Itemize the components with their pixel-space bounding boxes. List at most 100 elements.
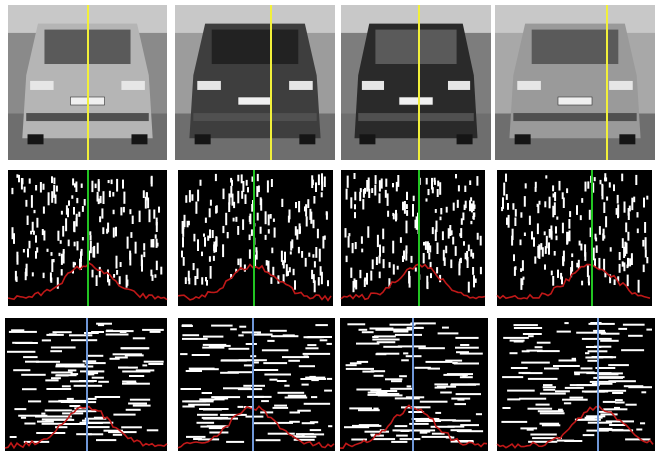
edge-segment [14, 408, 26, 410]
edge-segment [63, 251, 65, 263]
edge-segment [203, 344, 227, 346]
edge-segment [628, 213, 630, 221]
edge-segment [203, 336, 223, 338]
edge-segment [645, 250, 647, 258]
edge-segment [82, 206, 84, 212]
edge-segment [480, 236, 482, 246]
edge-segment [253, 369, 278, 371]
edge-segment [562, 223, 564, 234]
edge-segment [636, 429, 642, 431]
edge-segment [189, 190, 191, 202]
edge-segment [465, 201, 467, 209]
edge-segment [327, 280, 329, 286]
edge-segment [346, 256, 348, 262]
edge-segment [249, 216, 251, 222]
edge-segment [27, 216, 29, 225]
edge-segment [324, 390, 332, 392]
edge-segment [281, 251, 283, 262]
edge-segment [556, 236, 558, 241]
edge-segment [415, 420, 441, 422]
edge-segment [629, 206, 631, 212]
edge-segment [449, 225, 451, 236]
edge-segment [464, 186, 466, 192]
edge-segment [605, 216, 607, 227]
edge-segment [346, 368, 374, 370]
edge-segment [121, 347, 150, 349]
edge-segment [545, 175, 547, 178]
edge-segment [581, 281, 583, 286]
edge-segment [21, 417, 26, 419]
edge-segment [460, 344, 469, 346]
edge-segment [74, 242, 76, 247]
edge-segment [406, 210, 408, 216]
edge-segment [543, 386, 556, 388]
edge-segment [436, 221, 438, 232]
wheel-left [195, 134, 211, 144]
edge-segment [528, 335, 534, 337]
edge-segment [354, 204, 356, 209]
edge-segment [307, 199, 309, 208]
edge-segment [571, 253, 573, 257]
edge-segment [128, 403, 147, 405]
edge-segment [318, 174, 320, 185]
edge-segment [635, 175, 637, 185]
edge-segment [36, 247, 38, 252]
edge-segment [129, 251, 131, 260]
edge-segment [18, 175, 20, 182]
edge-segment [51, 372, 72, 374]
edge-segment [71, 339, 97, 341]
edge-segment [55, 375, 68, 377]
edge-background [178, 170, 333, 306]
edge-segment [520, 240, 522, 246]
edge-segment [370, 434, 375, 436]
edge-segment [521, 362, 550, 364]
edge-segment [185, 195, 187, 203]
edge-segment [585, 352, 589, 354]
edge-segment [256, 439, 281, 441]
edge-segment [502, 197, 504, 209]
edge-segment [379, 193, 381, 203]
edge-segment [182, 338, 208, 340]
edge-segment [56, 364, 85, 366]
plate [399, 97, 433, 105]
edge-segment [183, 257, 185, 266]
edge-segment [36, 432, 65, 434]
edge-segment [368, 178, 370, 191]
edge-segment [43, 273, 45, 278]
edge-segment [299, 226, 301, 233]
edge-segment [324, 236, 326, 240]
edge-segment [284, 252, 286, 263]
edge-segment [73, 207, 75, 215]
edge-segment [233, 218, 235, 222]
edge-segment [99, 216, 101, 222]
edge-segment [592, 383, 613, 385]
edge-segment [440, 208, 442, 214]
edge-segment [437, 189, 439, 197]
edge-segment [133, 337, 145, 339]
edge-segment [186, 436, 206, 438]
edge-segment [90, 241, 92, 253]
edge-segment [558, 409, 563, 411]
edge-segment [514, 218, 516, 227]
edge-segment [24, 423, 35, 425]
edge-segment [557, 331, 571, 333]
edge-segment [552, 185, 554, 191]
edge-segment [212, 230, 214, 238]
page: (() => { // The picture prints no text a… [0, 0, 663, 452]
edge-segment [12, 342, 32, 344]
edge-segment [515, 266, 517, 270]
edge-segment [29, 241, 31, 249]
edge-segment [195, 202, 197, 214]
edge-segment [260, 227, 262, 234]
edge-segment [391, 441, 407, 443]
edge-segment [242, 219, 244, 230]
edge-segment [50, 272, 52, 281]
edge-segment [445, 360, 462, 362]
edge-segment [191, 194, 193, 201]
edge-segment [391, 380, 402, 382]
edge-segment [10, 436, 17, 438]
edge-segment [211, 396, 240, 398]
edge-segment [554, 251, 556, 256]
edge-segment [523, 277, 525, 280]
edge-segment [396, 430, 421, 432]
